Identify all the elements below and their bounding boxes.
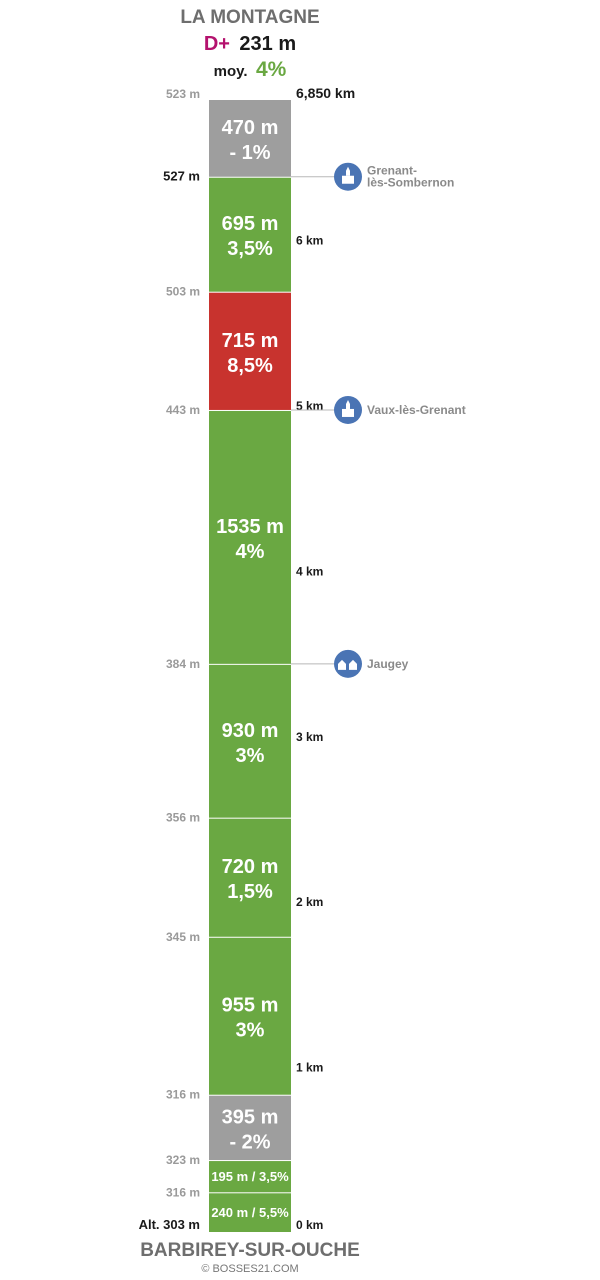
segment-divider [209,1191,291,1194]
segment-bar-9 [209,176,291,292]
segment-divider [209,663,291,665]
km-markers: 0 km 1 km 2 km 3 km 4 km 5 km 6 km 6,850 km [291,85,355,1232]
segment-gradient-label: 4% [236,541,265,563]
climb-title: LA MONTAGNE [180,7,319,28]
segment-bar-5 [209,817,291,937]
km-marker-notch [291,727,299,744]
avg-value: 4% [256,58,287,81]
segment-divider [209,817,291,819]
altitude-labels: 316 m 323 m 316 m 345 m 356 m 384 m 443 m 503 m… [139,87,200,1232]
segment-bar-6 [209,663,291,818]
segment-gradient-label: 3% [236,1020,265,1042]
segment-length-label: 695 m [222,213,279,235]
segment-gradient-label: - 1% [229,142,270,164]
altitude-label: 527 m [163,169,200,184]
segment-length-label: 470 m [222,117,279,139]
copyright-notice: © BOSSES21.COM [201,1263,298,1275]
segment-bar-7 [209,409,291,664]
start-altitude-label: Alt. 303 m [139,1217,200,1232]
segment-length-label: 930 m [222,720,279,742]
km-marker-label: 3 km [296,730,323,744]
km-marker-label: 4 km [296,564,323,578]
place-name-label: Jaugey [367,657,409,671]
km-marker-label: 6 km [296,234,323,248]
segment-divider [209,98,291,100]
avg-prefix: moy. [214,63,248,80]
km-marker-label: 5 km [296,399,323,413]
altitude-label: 345 m [166,930,200,944]
km-marker-notch [291,562,299,579]
km-marker-label: 2 km [296,895,323,909]
distance-total-label: 6,850 km [296,85,355,101]
segment-bar-3 [209,1094,291,1161]
gain-value: 231 m [239,33,296,55]
segment-bar-2 [209,1160,291,1193]
segment-divider [209,936,291,938]
altitude-label: 356 m [166,811,200,825]
average-gradient: moy. 4% [214,58,287,81]
segment-bar-8 [209,291,291,410]
segment-divider [209,409,291,411]
place-markers: Jaugey Vaux-lès-Grenant Grenant-lès-Somber… [291,162,466,678]
altitude-label: 323 m [166,1153,200,1167]
segment-gradient-label: 3,5% [227,238,273,260]
gain-prefix: D+ [204,33,230,55]
altitude-label: 384 m [166,657,200,671]
elevation-gain: D+ 231 m [204,33,296,55]
segment-gradient-label: 1,5% [227,881,273,903]
place-name-label: Vaux-lès-Grenant [367,403,466,417]
segment-divider [209,1094,291,1096]
church-icon [334,395,362,424]
altitude-label: 503 m [166,285,200,299]
segment-length-label: 720 m [222,856,279,878]
place-name-label: lès-Sombernon [367,176,454,190]
segment-length-label: 1535 m [216,516,284,538]
segment-length-label: 395 m [222,1106,279,1128]
km-marker-notch [291,893,299,910]
km-marker-label: 1 km [296,1061,323,1075]
segment-bar-4 [209,936,291,1095]
altitude-label: 316 m [166,1088,200,1102]
segment-divider [209,176,291,178]
segment-bar-1 [209,1192,291,1232]
segment-bars: 240 m / 5,5% 195 m / 3,5% 395 m - 2% 955 m 3%… [209,98,291,1232]
church-icon [334,162,362,191]
segment-length-label: 955 m [222,995,279,1017]
altitude-label: 443 m [166,403,200,417]
start-location: BARBIREY-SUR-OUCHE [140,1240,360,1261]
segment-label: 195 m / 3,5% [211,1169,289,1184]
segment-gradient-label: 3% [236,745,265,767]
altitude-label: 523 m [166,87,200,101]
segment-gradient-label: 8,5% [227,355,273,377]
segment-bar-10 [209,99,291,177]
altitude-label: 316 m [166,1185,200,1199]
house-icon [334,649,362,678]
segment-divider [209,291,291,293]
place-name-label: Grenant- [367,164,417,178]
segment-gradient-label: - 2% [229,1131,270,1153]
km-marker-notch [291,231,299,248]
segment-divider [209,1159,291,1162]
segment-label: 240 m / 5,5% [211,1205,289,1220]
km-marker-label: 0 km [296,1218,323,1232]
segment-length-label: 715 m [222,330,279,352]
km-marker-notch [291,1058,299,1075]
km-marker-notch [291,396,299,413]
